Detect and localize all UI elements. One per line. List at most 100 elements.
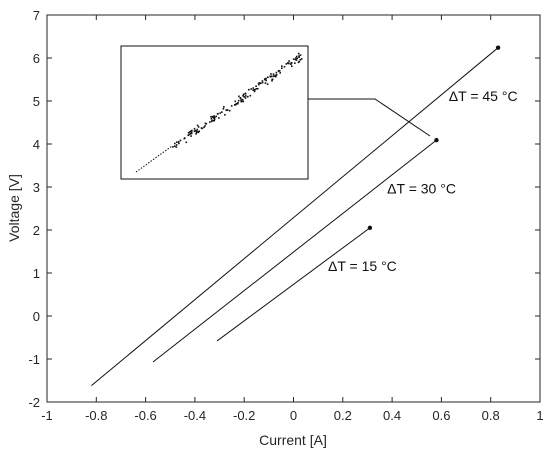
inset-point [242, 95, 244, 97]
inset-point [190, 131, 193, 133]
inset-point [240, 99, 242, 101]
x-tick-label: -1 [41, 408, 53, 423]
y-tick-label: 1 [33, 266, 40, 281]
inset-point [295, 57, 297, 59]
inset-point [226, 109, 229, 111]
inset-point [221, 111, 223, 113]
y-axis-title: Voltage [V] [6, 174, 22, 242]
inset-point [195, 130, 198, 132]
inset-point [274, 74, 277, 77]
inset-point [243, 93, 245, 96]
inset-point [297, 61, 300, 64]
inset-point [210, 117, 213, 120]
inset-point [265, 79, 267, 82]
annotation-label: ΔT = 45 °C [449, 88, 518, 104]
inset-point [270, 75, 273, 78]
inset-point [176, 141, 178, 143]
series-end-marker [434, 137, 439, 143]
y-tick-label: 7 [33, 8, 40, 23]
inset-point [223, 106, 225, 108]
inset-point [298, 56, 300, 58]
inset-point [288, 60, 290, 62]
inset-point [196, 124, 199, 127]
inset-point [275, 71, 278, 74]
y-axis: -2 -1 0 1 2 3 4 5 6 7 [28, 8, 540, 410]
series-end-marker [495, 45, 501, 50]
y-tick-label: 0 [33, 309, 40, 324]
annotation-layer: ΔT = 45 °C ΔT = 30 °C ΔT = 15 °C [328, 88, 518, 274]
inset-point [297, 52, 300, 55]
inset-point [188, 133, 191, 136]
inset-point [228, 109, 231, 112]
x-tick-label: 0.8 [482, 408, 500, 423]
inset-point [279, 72, 281, 74]
inset-point [252, 89, 255, 91]
inset-point [257, 82, 260, 85]
inset-point [237, 102, 239, 104]
inset-trace [135, 145, 173, 173]
inset-point [190, 135, 192, 137]
inset-point [296, 57, 299, 60]
x-tick-label: 0 [290, 408, 297, 423]
inset-point [193, 127, 196, 130]
inset-point [178, 142, 180, 145]
inset-point [257, 87, 259, 90]
y-tick-label: -2 [28, 395, 40, 410]
inset-point [292, 58, 295, 60]
inset-point [190, 132, 193, 134]
y-tick-label: -1 [28, 352, 40, 367]
inset-point [224, 114, 226, 116]
inset-point [212, 115, 214, 118]
inset-point [187, 134, 189, 137]
inset-point [290, 62, 293, 64]
inset-point [213, 115, 215, 117]
inset-point [190, 130, 192, 132]
inset-point [278, 70, 280, 72]
x-axis: -1 -0.8 -0.6 -0.4 -0.2 0 0.2 0.4 0.6 0.8 1 [41, 15, 544, 423]
inset-point [240, 100, 243, 103]
inset-point [236, 102, 239, 105]
inset-point [258, 83, 260, 86]
inset-point [239, 97, 242, 100]
inset-point [260, 82, 262, 85]
inset-point [281, 67, 283, 69]
x-tick-label: -0.4 [184, 408, 206, 423]
inset-point [200, 127, 203, 129]
inset-point [213, 119, 216, 122]
inset-scatter [135, 52, 303, 173]
annotation-label: ΔT = 15 °C [328, 258, 397, 274]
inset-point [195, 133, 197, 135]
inset-point [175, 146, 178, 148]
inset-point [241, 98, 244, 101]
inset-point [187, 131, 190, 134]
y-tick-label: 3 [33, 180, 40, 195]
x-tick-label: -0.2 [233, 408, 255, 423]
inset-point [252, 87, 255, 89]
inset-point [294, 62, 296, 64]
inset-point [274, 75, 276, 77]
x-tick-label: 1 [536, 408, 543, 423]
inset-point [300, 58, 303, 60]
series-layer [91, 45, 501, 387]
inset-point [290, 63, 292, 66]
inset-point [265, 77, 267, 80]
inset-point [204, 125, 206, 127]
x-tick-label: -0.6 [134, 408, 156, 423]
inset-point [238, 95, 240, 98]
inset-point [294, 58, 297, 61]
inset-point [225, 109, 228, 111]
inset-point [205, 123, 208, 125]
inset-point [191, 129, 193, 132]
inset-point [258, 82, 261, 84]
inset-point [266, 83, 269, 85]
inset-point [234, 103, 237, 106]
inset-point [172, 146, 174, 148]
inset-point [175, 144, 178, 146]
inset-point [283, 66, 286, 68]
inset-point [253, 90, 256, 93]
inset-point [271, 79, 273, 82]
inset-point [195, 131, 198, 134]
inset-point [244, 92, 247, 95]
inset-point [275, 75, 277, 78]
inset-point [219, 112, 222, 114]
